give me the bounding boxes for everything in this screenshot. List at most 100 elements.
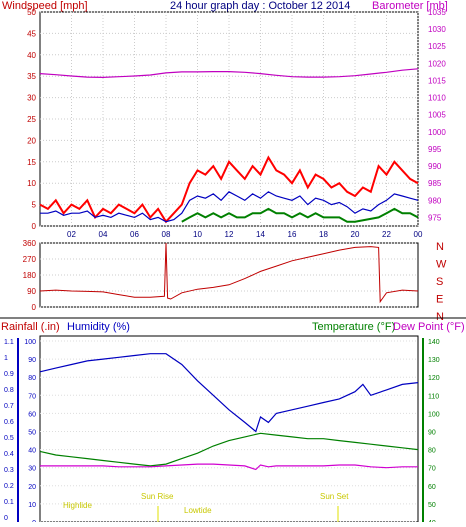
humidity-tick-label: 70 [28, 393, 36, 400]
hour-tick-label: 18 [319, 230, 328, 239]
barometer-tick-label: 995 [428, 145, 442, 154]
humidity-tick-label: 100 [24, 339, 36, 346]
sunrise-label: Sun Rise [141, 492, 174, 501]
temperature-tick-label: 110 [428, 393, 439, 400]
rain-tick-label: 0 [4, 515, 8, 522]
wind-tick-label: 0 [32, 222, 37, 231]
wind-tick-label: 20 [27, 136, 36, 145]
humidity-tick-label: 90 [28, 357, 36, 364]
temperature-tick-label: 70 [428, 466, 436, 473]
wind-tick-label: 15 [27, 158, 36, 167]
direction-tick-label: 270 [23, 255, 37, 264]
humidity-line [39, 353, 419, 433]
rain-tick-label: 0.3 [4, 467, 14, 474]
barometer-line [39, 68, 419, 79]
rain-tick-label: 0.4 [4, 451, 14, 458]
wind-tick-label: 50 [27, 8, 36, 17]
barometer-tick-label: 1030 [428, 25, 446, 34]
barometer-tick-label: 1035 [428, 8, 446, 17]
compass-label: W [436, 259, 447, 271]
wind-x-axis: 02 04 06 08 10 12 14 16 18 20 22 00 [67, 230, 423, 239]
temperature-tick-label: 50 [428, 502, 436, 509]
gust-line [181, 207, 419, 223]
humidity-label: Humidity (%) [67, 321, 130, 333]
rainfall-label: Rainfall (.in) [1, 321, 60, 333]
lowtide-label: Lowtide [184, 506, 212, 515]
wind-tick-label: 5 [32, 201, 37, 210]
humidity-series [39, 353, 419, 471]
humidity-tick-label: 80 [28, 375, 36, 382]
temperature-tick-label: 120 [428, 375, 440, 382]
direction-series [39, 242, 419, 304]
rain-tick-label: 0.2 [4, 483, 14, 490]
wind-tick-label: 10 [27, 179, 36, 188]
compass-label: E [436, 294, 443, 306]
barometer-tick-label: 980 [428, 196, 442, 205]
rain-tick-label: 1 [4, 355, 8, 362]
hour-tick-label: 12 [225, 230, 234, 239]
barometer-tick-label: 1005 [428, 111, 446, 120]
temperature-tick-label: 130 [428, 357, 440, 364]
wind-tick-label: 45 [27, 29, 36, 38]
direction-tick-label: 0 [32, 303, 37, 312]
humidity-tick-label: 30 [28, 466, 36, 473]
barometer-title: Barometer [mb] [372, 0, 448, 12]
rain-tick-label: 1.1 [4, 339, 14, 346]
humidity-tick-label: 50 [28, 430, 36, 437]
barometer-tick-label: 975 [428, 213, 442, 222]
compass-label: N [436, 241, 444, 253]
hour-tick-label: 04 [99, 230, 108, 239]
windspeed-line [39, 155, 419, 224]
average-wind-line [40, 191, 419, 223]
compass-label: S [436, 276, 443, 288]
barometer-tick-label: 1020 [428, 59, 446, 68]
dewpoint-label: Dew Point (°F) [393, 321, 465, 333]
wind-tick-label: 30 [27, 94, 36, 103]
humidity-tick-label: 40 [28, 448, 36, 455]
barometer-tick-label: 985 [428, 179, 442, 188]
direction-tick-label: 360 [23, 239, 37, 248]
hour-tick-label: 10 [193, 230, 202, 239]
humidity-tick-label: 10 [28, 502, 36, 509]
humidity-panel-frame [39, 335, 419, 523]
hour-tick-label: 22 [382, 230, 391, 239]
rain-tick-label: 0.6 [4, 419, 14, 426]
chart-title: 24 hour graph day : October 12 2014 [170, 0, 350, 12]
wind-gridlines [40, 11, 419, 227]
wind-tick-label: 35 [27, 72, 36, 81]
sunset-label: Sun Set [320, 492, 349, 501]
wind-left-axis: 0 5 10 15 20 25 30 35 40 45 50 [27, 8, 36, 231]
direction-line [39, 242, 419, 304]
hour-tick-label: 06 [130, 230, 139, 239]
barometer-tick-label: 1015 [428, 76, 446, 85]
temperature-line [39, 432, 419, 467]
wind-title: Windspeed [mph] [2, 0, 88, 12]
temperature-label: Temperature (°F) [312, 321, 395, 333]
barometer-tick-label: 1000 [428, 128, 446, 137]
hour-tick-label: 20 [351, 230, 360, 239]
humidity-tick-label: 20 [28, 484, 36, 491]
rain-tick-label: 0.8 [4, 387, 14, 394]
direction-gridlines [40, 242, 418, 308]
dewpoint-line [40, 463, 418, 471]
barometer-tick-label: 1025 [428, 42, 446, 51]
direction-tick-label: 90 [27, 287, 36, 296]
temperature-tick-label: 140 [428, 339, 440, 346]
hour-tick-label: 08 [162, 230, 171, 239]
wind-series [39, 68, 419, 224]
rain-tick-label: 0.5 [4, 435, 14, 442]
humidity-tick-label: 60 [28, 411, 36, 418]
rain-tick-label: 0.9 [4, 371, 14, 378]
temperature-tick-label: 100 [428, 411, 440, 418]
barometer-tick-label: 990 [428, 162, 442, 171]
hightide-label: Highlide [63, 501, 92, 510]
hour-tick-label: 14 [256, 230, 265, 239]
direction-left-axis: 0 90 180 270 360 [23, 239, 37, 312]
barometer-right-axis: 975 980 985 990 995 1000 1005 1010 1015 1020 1025 1… [428, 8, 446, 222]
wind-tick-label: 25 [27, 115, 36, 124]
direction-tick-label: 180 [23, 271, 37, 280]
temperature-axis: 405060708090100110120130140 [428, 339, 440, 527]
